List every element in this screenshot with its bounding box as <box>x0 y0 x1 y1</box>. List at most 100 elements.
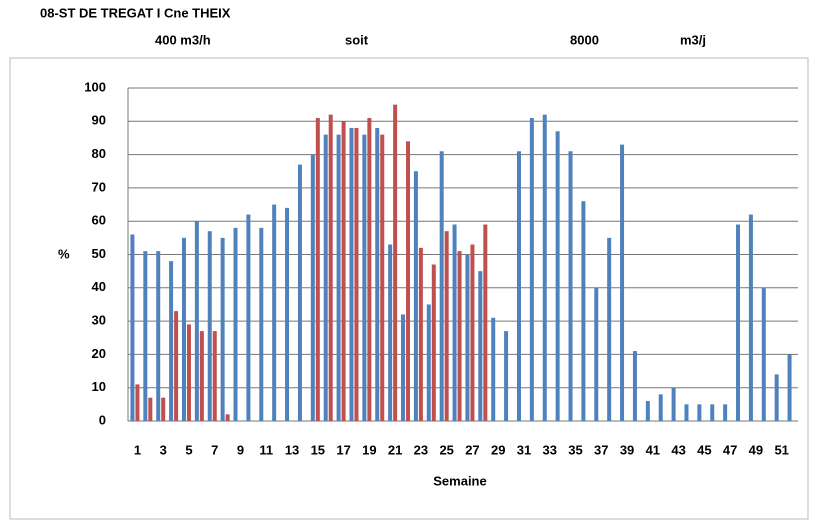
bar <box>328 114 333 421</box>
bar <box>787 354 792 421</box>
bar <box>632 351 637 421</box>
bar <box>581 201 586 421</box>
x-tick-label: 51 <box>774 442 788 457</box>
bar <box>169 261 174 421</box>
bar <box>375 127 380 422</box>
x-tick-label: 31 <box>517 442 531 457</box>
x-tick-label: 33 <box>543 442 557 457</box>
x-tick-label: 21 <box>388 442 402 457</box>
bar <box>246 214 251 421</box>
x-tick-label: 23 <box>414 442 428 457</box>
bar <box>285 207 290 421</box>
y-tick-label: 60 <box>92 213 106 228</box>
x-tick-label: 15 <box>311 442 325 457</box>
bar <box>181 237 186 421</box>
x-tick-label: 27 <box>465 442 479 457</box>
bar <box>354 127 359 422</box>
bar <box>380 134 385 421</box>
x-tick-label: 43 <box>671 442 685 457</box>
x-tick-label: 39 <box>620 442 634 457</box>
bar <box>426 304 431 421</box>
bar <box>723 404 728 421</box>
bar <box>272 204 277 421</box>
bar <box>529 117 534 421</box>
bar <box>310 154 315 421</box>
bar <box>594 287 599 421</box>
x-tick-label: 5 <box>185 442 192 457</box>
bar <box>401 314 406 421</box>
bar <box>413 171 418 421</box>
bar <box>349 127 354 422</box>
bar <box>607 237 612 421</box>
chart-title: 08-ST DE TREGAT I Cne THEIX <box>40 5 231 20</box>
bar <box>220 237 225 421</box>
annotation: soit <box>345 32 369 47</box>
bar <box>483 224 488 421</box>
x-tick-label: 9 <box>237 442 244 457</box>
bar <box>684 404 689 421</box>
bar <box>671 387 676 421</box>
bar <box>645 401 650 421</box>
x-tick-label: 3 <box>160 442 167 457</box>
x-tick-label: 49 <box>749 442 763 457</box>
x-tick-label: 17 <box>336 442 350 457</box>
x-tick-label: 7 <box>211 442 218 457</box>
bar <box>207 231 212 421</box>
bar <box>315 117 320 421</box>
bar <box>388 244 393 421</box>
x-tick-label: 29 <box>491 442 505 457</box>
x-tick-label: 25 <box>439 442 453 457</box>
bar <box>516 151 521 421</box>
bar <box>143 251 148 421</box>
bar <box>748 214 753 421</box>
y-tick-label: 90 <box>92 113 106 128</box>
bar <box>774 374 779 421</box>
bar <box>233 227 238 421</box>
x-tick-label: 35 <box>568 442 582 457</box>
x-tick-label: 37 <box>594 442 608 457</box>
bar <box>418 247 423 421</box>
bar <box>452 224 457 421</box>
bar <box>341 121 346 422</box>
annotation: 400 m3/h <box>155 32 211 47</box>
bar <box>161 397 166 421</box>
bar <box>297 164 302 421</box>
y-tick-label: 80 <box>92 146 106 161</box>
bar <box>555 131 560 422</box>
bar <box>194 221 199 421</box>
x-tick-label: 11 <box>259 442 273 457</box>
bar <box>406 141 411 421</box>
bar <box>568 151 573 421</box>
bar <box>362 134 367 421</box>
bar <box>504 331 509 421</box>
bar <box>542 114 547 421</box>
y-tick-label: 50 <box>92 246 106 261</box>
x-tick-label: 45 <box>697 442 711 457</box>
bar <box>259 227 264 421</box>
bar <box>465 254 470 421</box>
x-tick-label: 19 <box>362 442 376 457</box>
bar <box>710 404 715 421</box>
y-tick-label: 40 <box>92 279 106 294</box>
y-tick-label: 0 <box>99 412 106 427</box>
bar <box>444 231 449 421</box>
x-tick-label: 47 <box>723 442 737 457</box>
bar <box>457 251 462 421</box>
bar <box>658 394 663 421</box>
bar <box>186 324 191 421</box>
bar <box>336 134 341 421</box>
bar <box>148 397 153 421</box>
bar <box>130 234 135 421</box>
bar <box>736 224 741 421</box>
bar <box>367 117 372 421</box>
x-axis-label: Semaine <box>433 473 486 488</box>
y-tick-label: 100 <box>84 79 106 94</box>
bar <box>697 404 702 421</box>
annotation: m3/j <box>680 32 706 47</box>
bar <box>478 271 483 421</box>
y-axis-label: % <box>58 246 70 261</box>
bar <box>199 331 204 421</box>
bar <box>431 264 436 421</box>
